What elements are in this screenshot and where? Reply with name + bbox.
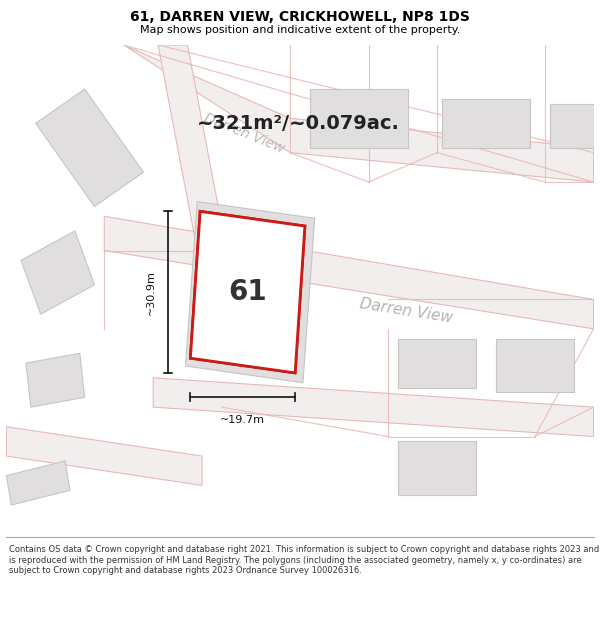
- Text: Contains OS data © Crown copyright and database right 2021. This information is : Contains OS data © Crown copyright and d…: [9, 545, 599, 575]
- Polygon shape: [442, 99, 530, 148]
- Polygon shape: [7, 461, 70, 505]
- Polygon shape: [36, 89, 143, 206]
- Text: ~321m²/~0.079ac.: ~321m²/~0.079ac.: [197, 114, 400, 132]
- Polygon shape: [21, 231, 94, 314]
- Text: 61, DARREN VIEW, CRICKHOWELL, NP8 1DS: 61, DARREN VIEW, CRICKHOWELL, NP8 1DS: [130, 10, 470, 24]
- Polygon shape: [190, 211, 305, 373]
- Text: 61: 61: [229, 278, 267, 306]
- Text: Darren View: Darren View: [202, 111, 287, 156]
- Polygon shape: [190, 211, 305, 373]
- Polygon shape: [496, 339, 574, 392]
- Polygon shape: [550, 104, 593, 148]
- Polygon shape: [185, 202, 314, 382]
- Polygon shape: [158, 45, 227, 251]
- Polygon shape: [26, 353, 85, 407]
- Polygon shape: [153, 378, 593, 436]
- Polygon shape: [310, 89, 407, 148]
- Text: ~19.7m: ~19.7m: [220, 415, 265, 425]
- Polygon shape: [398, 339, 476, 388]
- Polygon shape: [398, 441, 476, 495]
- Polygon shape: [7, 427, 202, 486]
- Text: Map shows position and indicative extent of the property.: Map shows position and indicative extent…: [140, 25, 460, 35]
- Text: ~30.9m: ~30.9m: [146, 270, 156, 314]
- Polygon shape: [124, 45, 593, 182]
- Polygon shape: [104, 216, 593, 329]
- Text: Darren View: Darren View: [359, 296, 454, 326]
